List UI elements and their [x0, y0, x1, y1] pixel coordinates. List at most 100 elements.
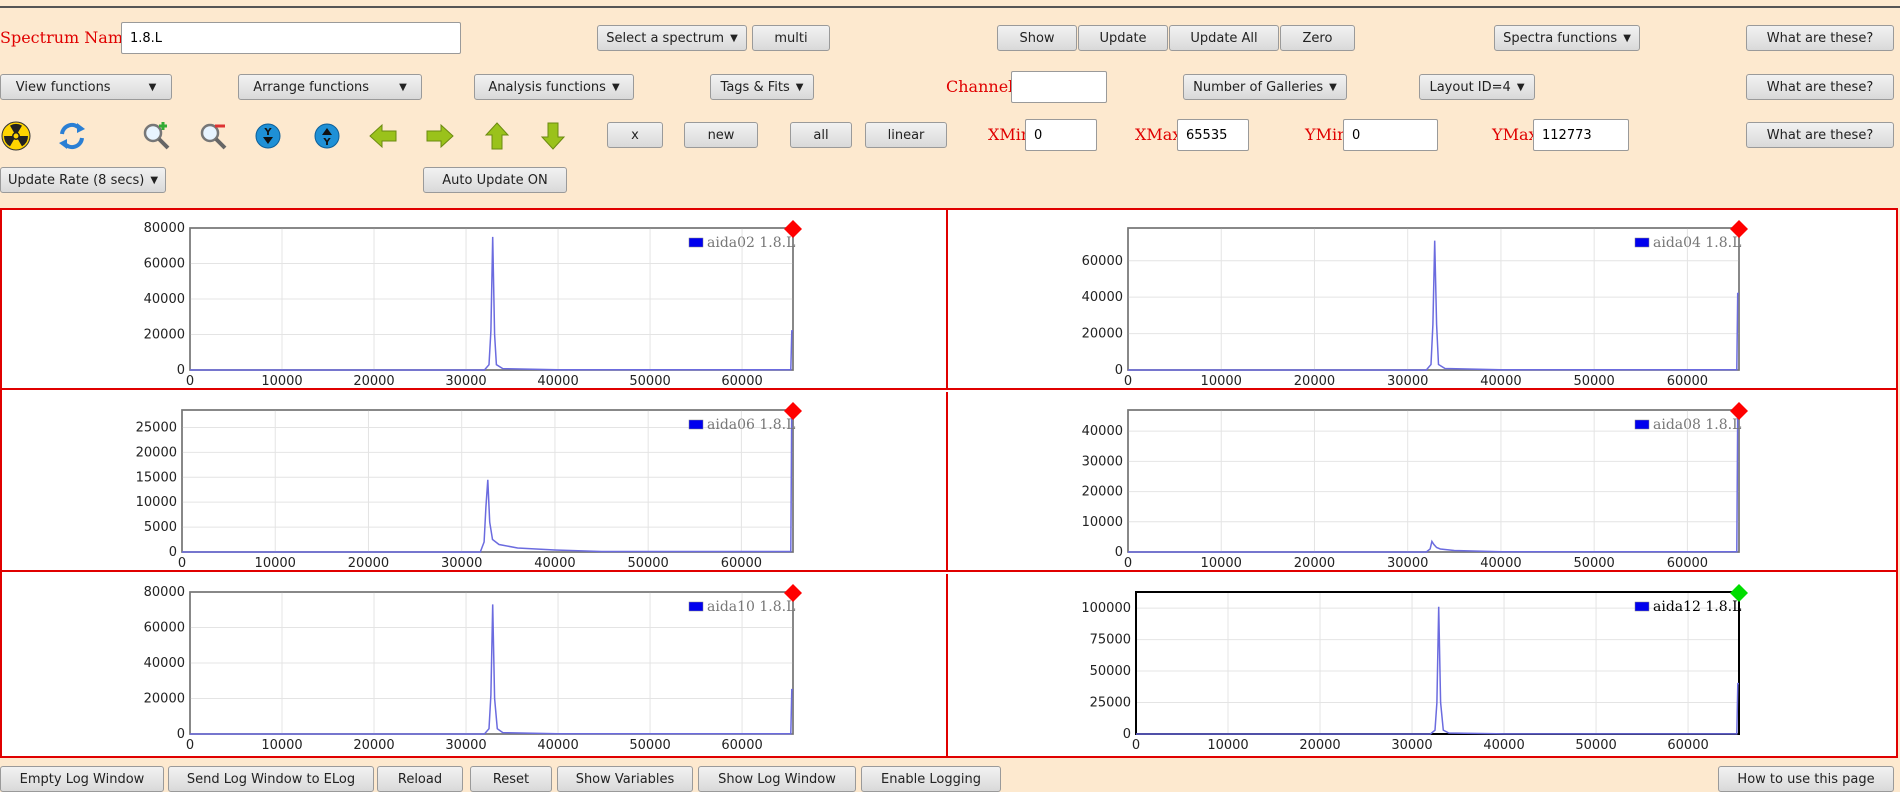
x-tick-label: 30000: [1391, 738, 1432, 753]
new-button[interactable]: new: [684, 122, 758, 148]
linear-button[interactable]: linear: [865, 122, 947, 148]
gallery-cell-6[interactable]: 0 10000 20000 30000 40000 50000 60000 0 25000 500…: [948, 574, 1896, 756]
update-all-button[interactable]: Update All: [1169, 25, 1279, 51]
status-diamond-icon[interactable]: [784, 220, 802, 238]
legend-label: aida08 1.8.L: [1653, 417, 1741, 433]
gallery-cell-4[interactable]: 0 10000 20000 30000 40000 50000 60000 0 10000 200…: [948, 392, 1896, 572]
y-tick-label: 20000: [144, 328, 185, 343]
arrange-functions-label: Arrange functions: [253, 79, 370, 95]
y-tick-label: 20000: [1082, 327, 1123, 342]
spectrum-chart-aida02[interactable]: 0 10000 20000 30000 40000 50000 60000 0 20000 400…: [2, 210, 948, 390]
what-are-these-button-3[interactable]: What are these?: [1746, 122, 1894, 148]
y-tick-label: 40000: [1082, 424, 1123, 439]
x-tick-label: 10000: [1207, 738, 1248, 753]
plot-border: [1127, 409, 1740, 553]
reset-button[interactable]: Reset: [470, 766, 552, 792]
gallery-cell-5[interactable]: 0 10000 20000 30000 40000 50000 60000 0 20000 400…: [2, 574, 948, 756]
y-tick-label: 25000: [1090, 696, 1131, 711]
show-variables-button[interactable]: Show Variables: [557, 766, 693, 792]
what-are-these-button-2[interactable]: What are these?: [1746, 74, 1894, 100]
status-diamond-icon[interactable]: [784, 402, 802, 420]
send-log-button[interactable]: Send Log Window to ELog: [168, 766, 374, 792]
show-button[interactable]: Show: [997, 25, 1077, 51]
enable-logging-button[interactable]: Enable Logging: [861, 766, 1001, 792]
radiation-icon[interactable]: [0, 120, 32, 152]
layout-id-dropdown[interactable]: Layout ID=4 ▼: [1419, 74, 1535, 100]
y-up-icon[interactable]: Y: [311, 120, 343, 152]
series-line: [190, 236, 793, 371]
number-of-galleries-dropdown[interactable]: Number of Galleries ▼: [1183, 74, 1347, 100]
legend-label: aida02 1.8.L: [707, 235, 795, 251]
status-diamond-icon[interactable]: [784, 584, 802, 602]
select-spectrum-dropdown[interactable]: Select a spectrum ▼: [597, 25, 747, 51]
x-tick-label: 60000: [721, 556, 762, 571]
plot-border: [1127, 227, 1740, 371]
x-tick-label: 60000: [721, 374, 762, 389]
analysis-functions-label: Analysis functions: [488, 79, 606, 95]
gallery-cell-3[interactable]: 0 10000 20000 30000 40000 50000 60000 0 5000 1000…: [2, 392, 948, 572]
spectrum-chart-aida04[interactable]: 0 10000 20000 30000 40000 50000 60000 0 20000 400…: [948, 210, 1894, 390]
spectrum-chart-aida10[interactable]: 0 10000 20000 30000 40000 50000 60000 0 20000 400…: [2, 574, 948, 754]
ymax-input[interactable]: [1533, 119, 1629, 151]
tags-fits-dropdown[interactable]: Tags & Fits ▼: [710, 74, 814, 100]
arrow-right-icon[interactable]: [424, 120, 456, 152]
x-tick-label: 10000: [255, 556, 296, 571]
arrow-up-icon[interactable]: [481, 120, 513, 152]
x-tick-label: 20000: [353, 374, 394, 389]
x-tick-label: 40000: [1480, 556, 1521, 571]
spectrum-chart-aida08[interactable]: 0 10000 20000 30000 40000 50000 60000 0 10000 200…: [948, 392, 1894, 572]
arrow-left-icon[interactable]: [367, 120, 399, 152]
gallery-cell-1[interactable]: 0 10000 20000 30000 40000 50000 60000 0 20000 400…: [2, 210, 948, 390]
series-line: [1128, 240, 1739, 371]
x-tick-label: 10000: [1201, 374, 1242, 389]
what-are-these-button-1[interactable]: What are these?: [1746, 25, 1894, 51]
xmin-input[interactable]: [1025, 119, 1097, 151]
update-rate-dropdown[interactable]: Update Rate (8 secs) ▼: [0, 167, 166, 193]
x-tick-label: 40000: [537, 374, 578, 389]
zero-button[interactable]: Zero: [1280, 25, 1355, 51]
spectra-functions-dropdown[interactable]: Spectra functions ▼: [1494, 25, 1640, 51]
x-tick-label: 50000: [1573, 374, 1614, 389]
chevron-down-icon: ▼: [1516, 81, 1525, 93]
status-diamond-icon[interactable]: [1730, 402, 1748, 420]
x-tick-label: 20000: [348, 556, 389, 571]
multi-button[interactable]: multi: [752, 25, 830, 51]
x-button[interactable]: x: [607, 122, 663, 148]
chevron-down-icon: ▼: [1623, 32, 1631, 44]
status-diamond-icon[interactable]: [1730, 584, 1748, 602]
xmax-input[interactable]: [1177, 119, 1249, 151]
analysis-functions-dropdown[interactable]: Analysis functions ▼: [474, 74, 634, 100]
ymin-input[interactable]: [1343, 119, 1438, 151]
reload-button[interactable]: Reload: [377, 766, 463, 792]
auto-update-button[interactable]: Auto Update ON: [423, 167, 567, 193]
zoom-out-icon[interactable]: [197, 120, 229, 152]
y-tick-label: 0: [1123, 727, 1131, 742]
channel-input[interactable]: [1011, 71, 1107, 103]
view-functions-dropdown[interactable]: View functions ▼: [0, 74, 172, 100]
arrange-functions-dropdown[interactable]: Arrange functions ▼: [238, 74, 422, 100]
update-button[interactable]: Update: [1078, 25, 1168, 51]
chevron-down-icon: ▼: [150, 174, 159, 186]
refresh-icon[interactable]: [56, 120, 88, 152]
y-tick-label: 0: [1115, 363, 1123, 378]
layout-id-label: Layout ID=4: [1429, 79, 1511, 95]
empty-log-button[interactable]: Empty Log Window: [0, 766, 164, 792]
zoom-in-icon[interactable]: [140, 120, 172, 152]
status-diamond-icon[interactable]: [1730, 220, 1748, 238]
y-tick-label: 15000: [136, 470, 177, 485]
spectrum-chart-aida12[interactable]: 0 10000 20000 30000 40000 50000 60000 0 25000 500…: [948, 574, 1894, 754]
y-tick-label: 60000: [144, 257, 185, 272]
spectrum-chart-aida06[interactable]: 0 10000 20000 30000 40000 50000 60000 0 5000 1000…: [2, 392, 948, 572]
show-log-button[interactable]: Show Log Window: [698, 766, 856, 792]
x-tick-label: 40000: [1483, 738, 1524, 753]
how-to-use-button[interactable]: How to use this page: [1718, 766, 1894, 792]
gallery-cell-2[interactable]: 0 10000 20000 30000 40000 50000 60000 0 20000 400…: [948, 210, 1896, 390]
all-button[interactable]: all: [790, 122, 852, 148]
x-tick-label: 0: [186, 738, 194, 753]
select-spectrum-label: Select a spectrum: [606, 30, 725, 46]
y-down-icon[interactable]: Y: [252, 120, 284, 152]
arrow-down-icon[interactable]: [537, 120, 569, 152]
legend-swatch: [1634, 237, 1650, 248]
spectrum-name-input[interactable]: [121, 22, 461, 54]
x-tick-label: 30000: [445, 374, 486, 389]
